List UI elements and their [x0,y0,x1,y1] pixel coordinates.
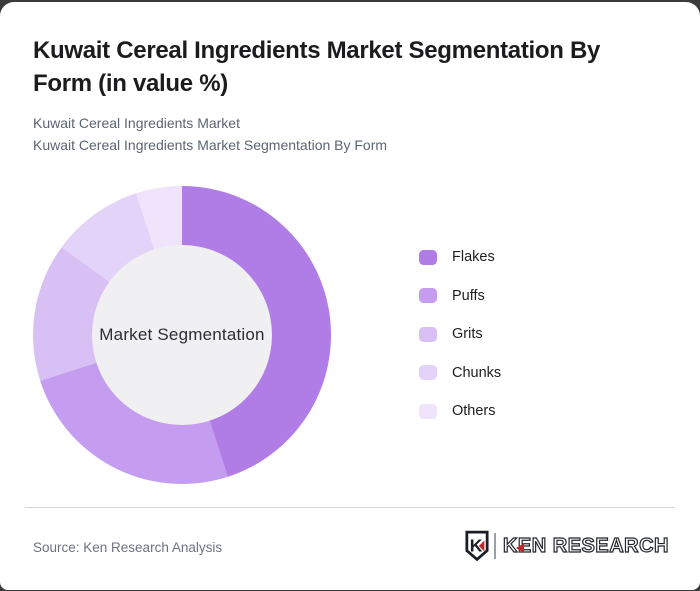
page-title-line1: Kuwait Cereal Ingredients Market Segment… [33,37,601,64]
ken-research-shield-icon: K [465,530,489,562]
shield-red-arrow [478,540,485,552]
donut-center-label: Market Segmentation [99,325,265,344]
logo-separator [493,533,496,559]
legend-label-chunks: Chunks [452,364,502,381]
legend-item-puffs[interactable]: Puffs [419,288,501,304]
legend-swatch-puffs [419,288,437,303]
footer-divider [25,507,675,508]
page-title: Kuwait Cereal Ingredients Market Segment… [33,34,600,100]
legend-item-grits[interactable]: Grits [419,326,501,342]
chart-subtitle-line2: Kuwait Cereal Ingredients Market Segment… [33,136,388,153]
legend-label-puffs: Puffs [452,287,485,304]
logo-red-arrow-icon [515,542,524,553]
legend-swatch-chunks [419,365,437,380]
chart-subtitle-line1: Kuwait Cereal Ingredients Market [33,115,240,131]
chart-legend: Flakes Puffs Grits Chunks Others [419,249,501,442]
legend-item-flakes[interactable]: Flakes [419,249,501,265]
ken-research-logo: K KEN RESEARCH [465,529,669,563]
legend-item-chunks[interactable]: Chunks [419,365,501,381]
chart-subtitle: Kuwait Cereal Ingredients Market Kuwait … [33,113,387,156]
source-note: Source: Ken Research Analysis [33,540,223,555]
legend-swatch-grits [419,326,437,342]
donut-chart[interactable]: Market Segmentation [33,186,331,484]
page-title-line2: Form (in value %) [33,70,228,97]
legend-label-grits: Grits [452,326,483,342]
legend-item-others[interactable]: Others [419,403,501,419]
legend-swatch-flakes [419,249,437,265]
logo-text: KEN RESEARCH [502,534,669,557]
legend-label-others: Others [452,403,496,419]
shield-letter: K [470,536,483,556]
legend-label-flakes: Flakes [452,249,495,265]
donut-hole: Market Segmentation [92,245,272,425]
legend-swatch-others [419,403,437,419]
logo-text-wrap: KEN RESEARCH [502,534,669,558]
